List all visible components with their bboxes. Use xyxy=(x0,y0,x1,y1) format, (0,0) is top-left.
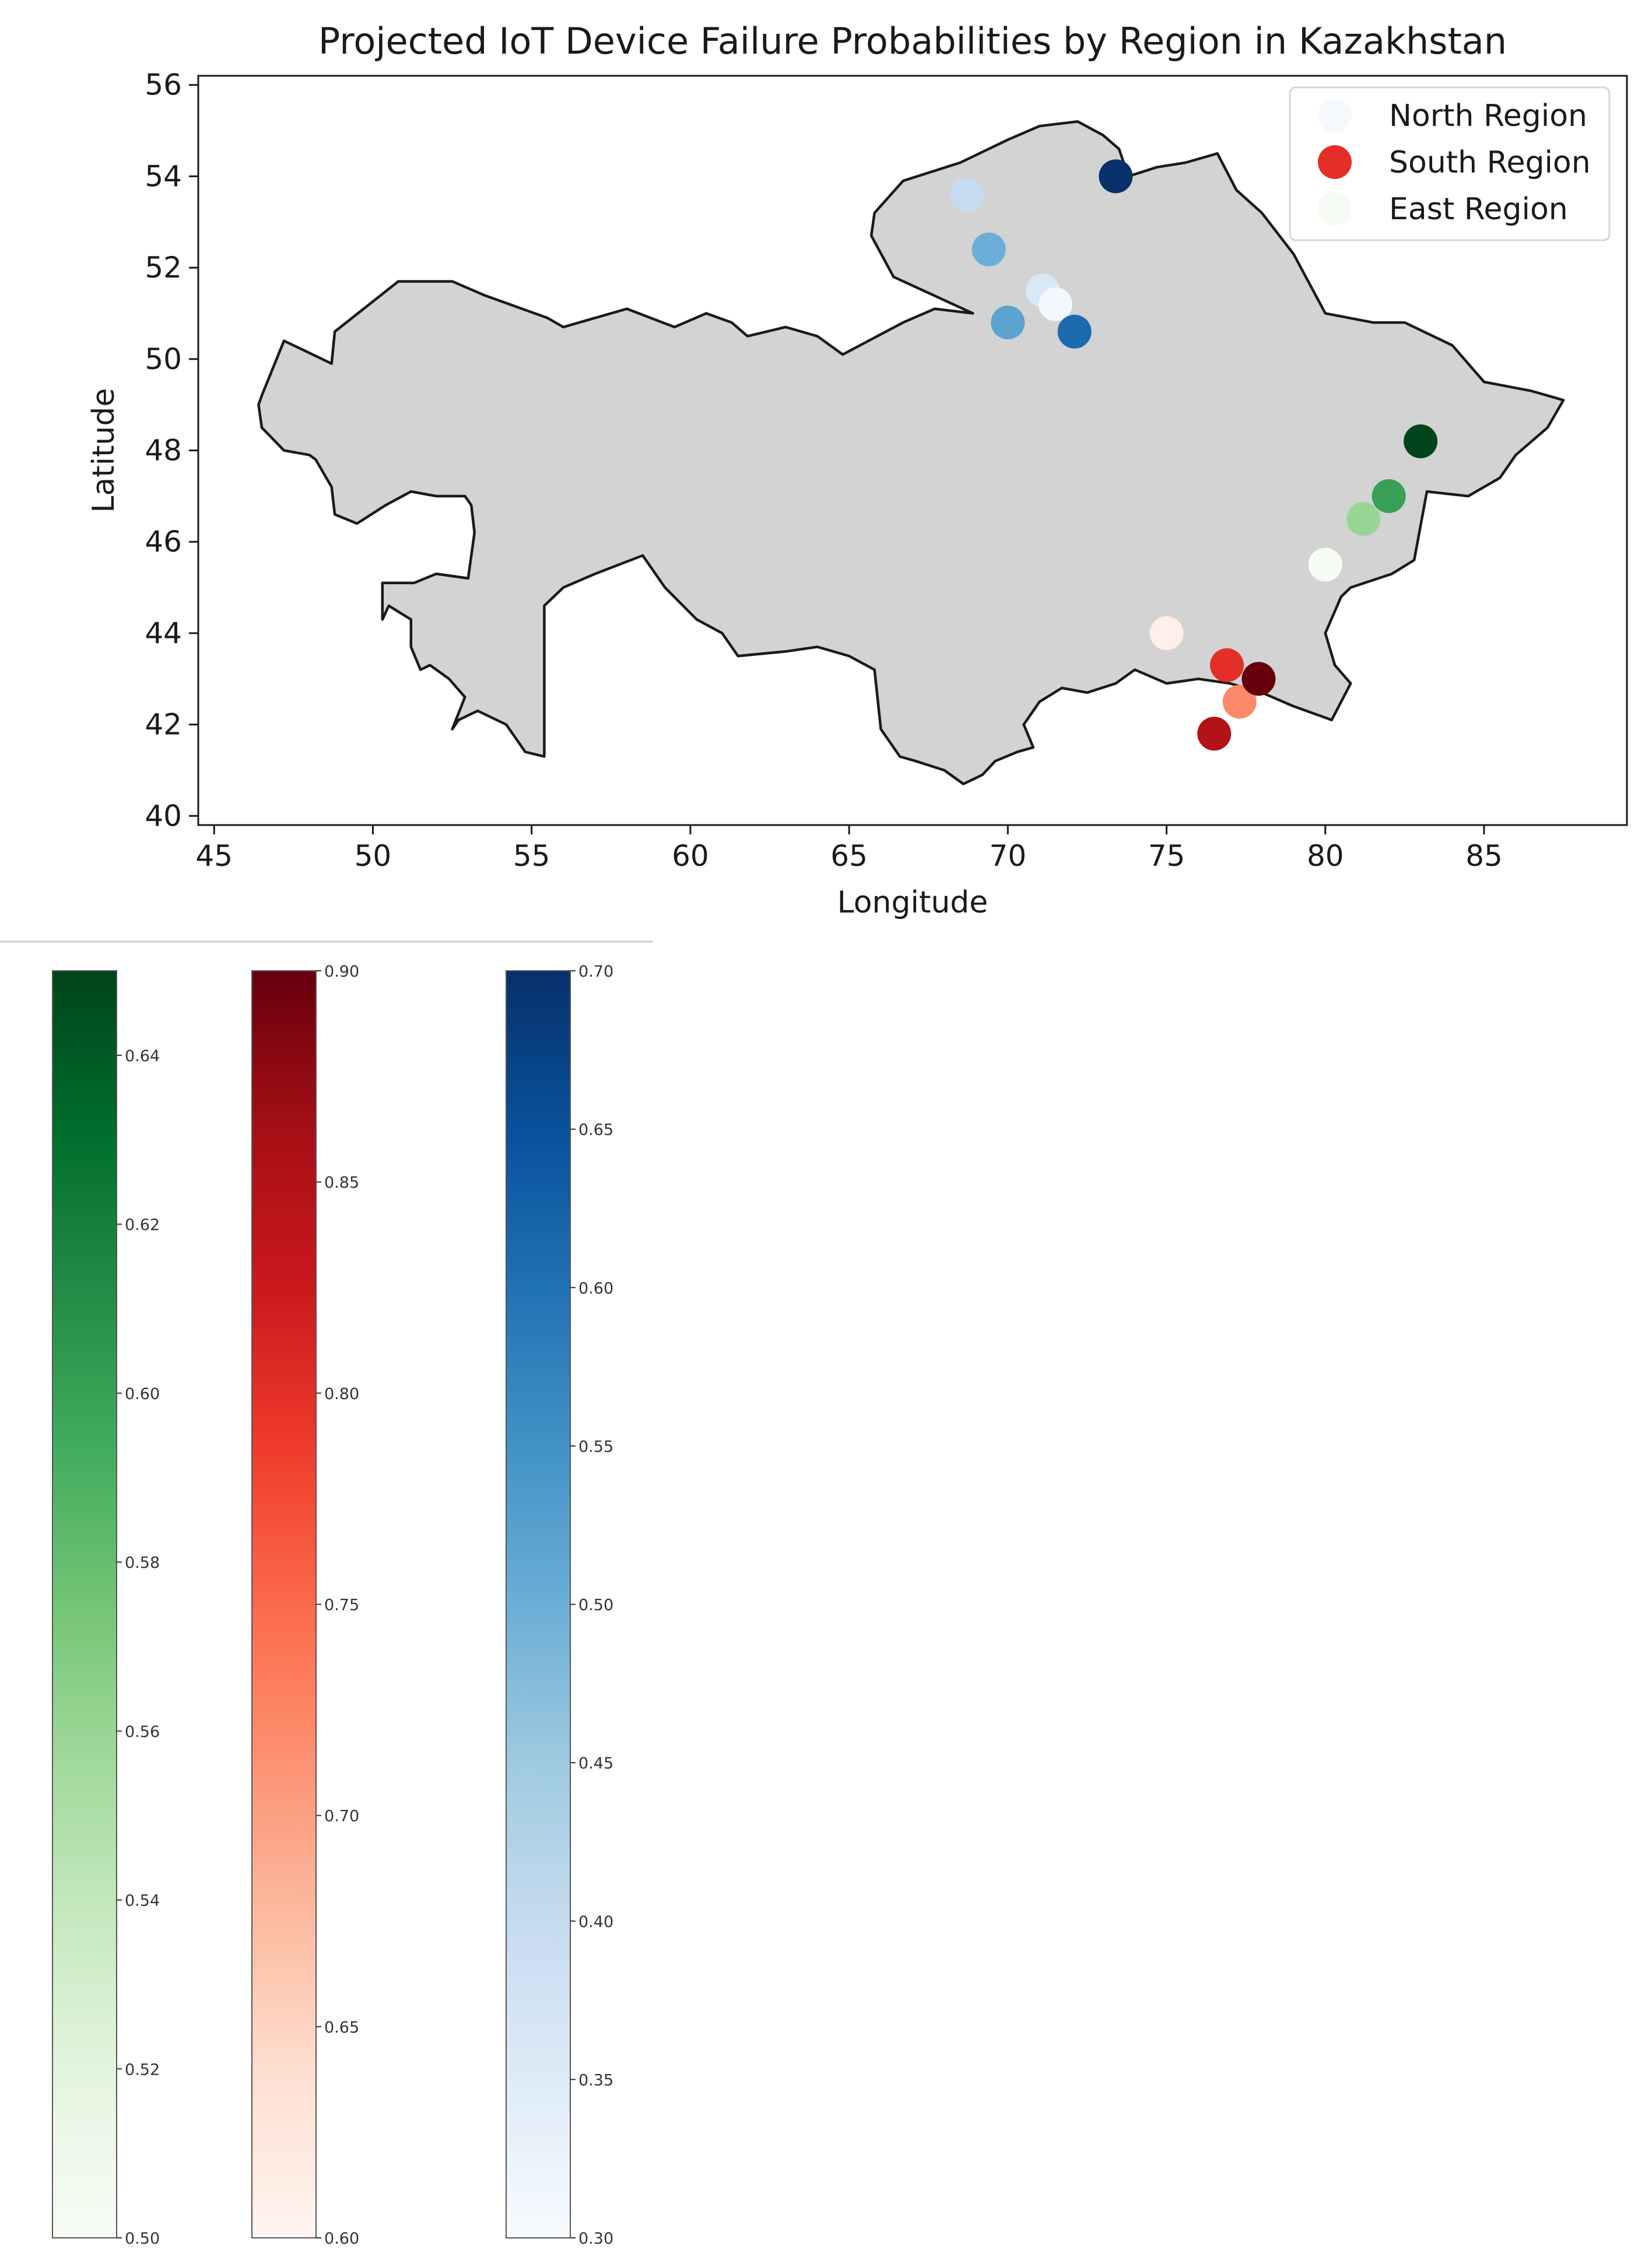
colorbar-tick-label: 0.58 xyxy=(125,1554,160,1572)
map-layer xyxy=(257,120,1565,785)
x-axis: 45 50 55 60 65 70 75 80 85 xyxy=(195,825,1503,873)
data-point-series-0 xyxy=(1039,287,1072,321)
data-point-series-2 xyxy=(1346,502,1381,536)
colorbar-tick-label: 0.52 xyxy=(125,2061,160,2079)
data-point-series-2 xyxy=(1372,479,1406,513)
x-tick-label: 65 xyxy=(830,839,868,873)
y-tick-label: 50 xyxy=(145,342,182,376)
data-point-series-1 xyxy=(1210,648,1244,682)
legend-label: South Region xyxy=(1389,145,1591,180)
colorbar-tick-label: 0.75 xyxy=(324,1596,359,1615)
legend-box xyxy=(1289,86,1611,241)
y-tick-label: 52 xyxy=(145,251,182,285)
colorbar-greens: 0.50 0.52 0.54 0.56 0.58 0.60 0.62 0.64 xyxy=(52,970,160,2248)
data-point-series-0 xyxy=(991,306,1025,340)
y-tick-label: 48 xyxy=(145,434,182,468)
y-tick-label: 40 xyxy=(145,799,182,833)
legend-marker xyxy=(1318,192,1352,226)
data-point-series-0 xyxy=(1057,314,1092,349)
data-point-series-2 xyxy=(1404,424,1438,458)
data-point-series-1 xyxy=(1197,717,1232,751)
colorbar-tick-label: 0.45 xyxy=(578,1754,613,1773)
points-layer xyxy=(949,159,1438,751)
x-tick-label: 60 xyxy=(672,839,709,873)
colorbar-fill xyxy=(52,970,117,2238)
legend-marker xyxy=(1318,145,1352,179)
x-tick-label: 50 xyxy=(355,839,392,873)
colorbar-tick-label: 0.65 xyxy=(578,1121,613,1139)
legend-label: North Region xyxy=(1389,99,1587,134)
colorbar-tick-label: 0.35 xyxy=(578,2071,613,2089)
colorbar-blues: 0.30 0.35 0.40 0.45 0.50 0.55 0.60 0.65 0.70 xyxy=(506,963,613,2248)
country-outline xyxy=(257,120,1565,785)
colorbar-tick-label: 0.90 xyxy=(324,963,359,981)
data-point-series-2 xyxy=(1308,548,1342,582)
colorbar-tick-label: 0.55 xyxy=(578,1438,613,1456)
colorbar-tick-label: 0.40 xyxy=(578,1913,613,1931)
colorbar-tick-label: 0.60 xyxy=(125,1385,160,1403)
x-tick-label: 45 xyxy=(195,839,233,873)
x-tick-label: 75 xyxy=(1148,839,1185,873)
colorbar-tick-label: 0.50 xyxy=(125,2230,160,2248)
colorbar-tick-label: 0.64 xyxy=(125,1047,160,1065)
data-point-series-0 xyxy=(949,177,984,212)
y-tick-label: 44 xyxy=(145,616,182,650)
data-point-series-0 xyxy=(971,232,1006,266)
colorbar-tick-label: 0.62 xyxy=(125,1216,160,1234)
legend-label: East Region xyxy=(1389,192,1568,227)
colorbar-reds: 0.60 0.65 0.70 0.75 0.80 0.85 0.90 xyxy=(251,963,359,2248)
y-tick-label: 46 xyxy=(145,525,182,559)
colorbar-fill xyxy=(506,970,571,2238)
colorbar-tick-label: 0.56 xyxy=(125,1723,160,1741)
x-tick-label: 80 xyxy=(1307,839,1344,873)
x-tick-label: 85 xyxy=(1465,839,1503,873)
y-axis: 40 42 44 46 48 50 52 54 56 xyxy=(145,68,198,833)
colorbar-tick-label: 0.85 xyxy=(324,1174,359,1192)
x-tick-label: 55 xyxy=(513,839,550,873)
x-axis-label: Longitude xyxy=(837,885,988,920)
chart-title: Projected IoT Device Failure Probabiliti… xyxy=(318,20,1507,62)
map-panel: Projected IoT Device Failure Probabiliti… xyxy=(86,20,1628,920)
x-tick-label: 70 xyxy=(990,839,1027,873)
colorbars: 0.50 0.52 0.54 0.56 0.58 0.60 0.62 0.64 0.60 0.65… xyxy=(52,963,613,2248)
colorbar-tick-label: 0.54 xyxy=(125,1892,160,1910)
data-point-series-1 xyxy=(1149,616,1184,650)
y-tick-label: 54 xyxy=(145,159,182,193)
colorbar-tick-label: 0.30 xyxy=(578,2230,613,2248)
colorbar-tick-label: 0.60 xyxy=(324,2230,359,2248)
data-point-series-1 xyxy=(1222,685,1257,719)
colorbar-tick-label: 0.65 xyxy=(324,2019,359,2037)
data-point-series-0 xyxy=(1099,159,1133,194)
colorbar-tick-label: 0.70 xyxy=(324,1808,359,1826)
y-tick-label: 56 xyxy=(145,68,182,102)
colorbar-tick-label: 0.50 xyxy=(578,1596,613,1615)
colorbar-tick-label: 0.70 xyxy=(578,963,613,981)
colorbar-tick-label: 0.60 xyxy=(578,1279,613,1297)
y-tick-label: 42 xyxy=(145,708,182,742)
colorbar-tick-label: 0.80 xyxy=(324,1385,359,1403)
data-point-series-1 xyxy=(1241,662,1276,696)
legend: North Region South Region East Region xyxy=(1289,86,1611,241)
colorbar-fill xyxy=(251,970,317,2238)
legend-marker xyxy=(1318,99,1352,132)
y-axis-label: Latitude xyxy=(86,388,121,513)
